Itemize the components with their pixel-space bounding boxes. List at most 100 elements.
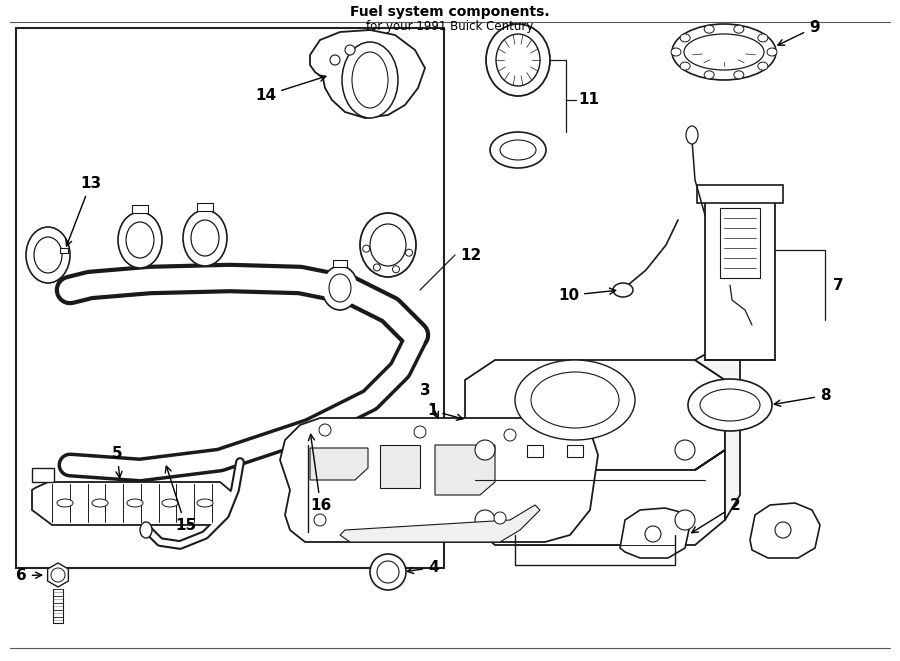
Ellipse shape	[496, 34, 540, 86]
Bar	[705, 200, 775, 360]
Text: 3: 3	[420, 383, 438, 418]
Polygon shape	[310, 448, 368, 480]
Ellipse shape	[26, 227, 70, 283]
Ellipse shape	[672, 24, 776, 80]
Ellipse shape	[360, 213, 416, 277]
Bar	[60, 248, 68, 253]
Ellipse shape	[118, 212, 162, 268]
Polygon shape	[280, 418, 598, 542]
Ellipse shape	[475, 510, 495, 530]
Ellipse shape	[92, 499, 108, 507]
Ellipse shape	[758, 62, 768, 70]
Ellipse shape	[504, 429, 516, 441]
Text: 13: 13	[66, 176, 101, 246]
Ellipse shape	[490, 132, 546, 168]
Ellipse shape	[34, 237, 62, 273]
Ellipse shape	[645, 526, 661, 542]
Text: 4: 4	[408, 560, 438, 575]
Ellipse shape	[680, 62, 690, 70]
Ellipse shape	[680, 34, 690, 42]
Ellipse shape	[671, 48, 681, 56]
Ellipse shape	[322, 266, 358, 310]
Ellipse shape	[775, 522, 791, 538]
Text: 11: 11	[578, 93, 599, 108]
Polygon shape	[750, 503, 820, 558]
Ellipse shape	[704, 25, 715, 33]
Ellipse shape	[500, 140, 536, 160]
Ellipse shape	[686, 126, 698, 144]
Ellipse shape	[700, 389, 760, 421]
Bar	[16, 28, 444, 568]
Ellipse shape	[370, 554, 406, 590]
Ellipse shape	[319, 424, 331, 436]
Ellipse shape	[531, 372, 619, 428]
Bar	[697, 185, 783, 203]
Text: 1: 1	[427, 403, 463, 420]
Polygon shape	[48, 563, 68, 587]
Ellipse shape	[51, 568, 65, 582]
Ellipse shape	[414, 426, 426, 438]
Text: Fuel system components.: Fuel system components.	[350, 5, 550, 19]
Ellipse shape	[675, 440, 695, 460]
Bar	[333, 260, 347, 267]
Text: 7: 7	[833, 278, 843, 293]
Bar	[567, 445, 583, 457]
Ellipse shape	[734, 71, 743, 79]
Text: 14: 14	[255, 75, 326, 103]
Ellipse shape	[127, 499, 143, 507]
Polygon shape	[32, 482, 232, 525]
Text: 10: 10	[558, 288, 616, 303]
Text: 15: 15	[166, 466, 196, 533]
Ellipse shape	[363, 245, 370, 252]
Ellipse shape	[314, 514, 326, 526]
Ellipse shape	[374, 264, 381, 271]
Polygon shape	[310, 30, 425, 118]
Text: 16: 16	[309, 434, 331, 513]
Text: 6: 6	[16, 568, 41, 583]
Bar	[527, 445, 543, 457]
Ellipse shape	[197, 499, 213, 507]
Bar	[132, 205, 148, 213]
Ellipse shape	[330, 55, 340, 65]
Text: 8: 8	[774, 388, 831, 407]
Ellipse shape	[392, 266, 400, 273]
Polygon shape	[380, 445, 420, 488]
Ellipse shape	[126, 222, 154, 258]
Ellipse shape	[406, 249, 412, 256]
Text: 2: 2	[692, 498, 741, 533]
Ellipse shape	[734, 25, 743, 33]
Ellipse shape	[494, 512, 506, 524]
Ellipse shape	[758, 34, 768, 42]
Ellipse shape	[57, 499, 73, 507]
Text: 5: 5	[112, 446, 122, 478]
Polygon shape	[695, 335, 740, 520]
Ellipse shape	[475, 440, 495, 460]
Polygon shape	[435, 445, 495, 495]
Ellipse shape	[767, 48, 777, 56]
Text: 9: 9	[778, 20, 820, 45]
Bar	[197, 203, 213, 211]
Ellipse shape	[688, 379, 772, 431]
Ellipse shape	[345, 45, 355, 55]
Ellipse shape	[377, 561, 399, 583]
Polygon shape	[620, 508, 690, 558]
Bar	[720, 208, 760, 278]
Ellipse shape	[183, 210, 227, 266]
Ellipse shape	[704, 71, 715, 79]
Ellipse shape	[370, 224, 406, 266]
Ellipse shape	[140, 522, 152, 538]
Ellipse shape	[342, 42, 398, 118]
Ellipse shape	[352, 52, 388, 108]
Ellipse shape	[486, 24, 550, 96]
Ellipse shape	[162, 499, 178, 507]
Polygon shape	[465, 450, 725, 545]
Bar	[32, 468, 54, 482]
Polygon shape	[340, 505, 540, 542]
Text: for your 1991 Buick Century: for your 1991 Buick Century	[366, 20, 534, 33]
Ellipse shape	[191, 220, 219, 256]
Ellipse shape	[515, 360, 635, 440]
Ellipse shape	[675, 510, 695, 530]
Text: 12: 12	[460, 247, 482, 262]
Ellipse shape	[329, 274, 351, 302]
Polygon shape	[465, 360, 725, 470]
